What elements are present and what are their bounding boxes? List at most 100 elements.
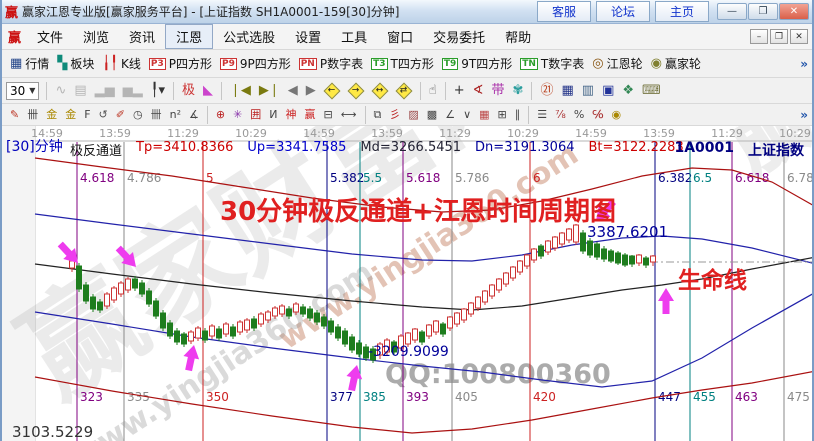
calendar-button[interactable]: ㉑: [536, 82, 557, 100]
percent-line-button[interactable]: ℅: [588, 107, 607, 123]
gold-extension-button[interactable]: 金: [61, 107, 80, 123]
v-lines-button[interactable]: ∨: [459, 107, 475, 123]
menu-item-帮助[interactable]: 帮助: [505, 31, 532, 46]
child-minimize-button[interactable]: –: [750, 29, 768, 44]
workstation-button[interactable]: ⌨: [638, 82, 665, 100]
square-grid-button[interactable]: 囲: [246, 107, 265, 123]
prev-bar-button[interactable]: ◀: [284, 82, 302, 100]
menu-item-公式选股[interactable]: 公式选股: [223, 31, 276, 46]
mini-chart3-button[interactable]: ▂▅: [91, 82, 119, 100]
percent-t-button[interactable]: ⅞: [551, 107, 570, 123]
gann-band-button[interactable]: 带: [488, 82, 509, 100]
9p-square-button[interactable]: P9 9P四方形: [216, 53, 295, 74]
menu-item-浏览[interactable]: 浏览: [83, 31, 110, 46]
fan-lines-button[interactable]: 彡: [385, 107, 404, 123]
mini-chart9-button[interactable]: ▅▂: [119, 82, 147, 100]
period-select[interactable]: 30 ▼: [6, 81, 40, 100]
menu-item-江恩[interactable]: 江恩: [165, 24, 214, 49]
angle-measure-button[interactable]: ∢: [469, 82, 488, 100]
network-button[interactable]: ❖: [618, 82, 638, 100]
last-bar-button[interactable]: ▶❘: [255, 82, 284, 100]
time-lines-button[interactable]: 卌: [147, 107, 166, 123]
home-button[interactable]: 主页: [654, 1, 709, 22]
minimize-button[interactable]: —: [717, 3, 747, 20]
parallel-lines-button[interactable]: ∥: [511, 107, 525, 123]
t-number-table-button[interactable]: TN T数字表: [516, 53, 588, 74]
toolbar-overflow-chevron[interactable]: »: [800, 56, 808, 71]
ruler-123-button[interactable]: ⊟: [320, 107, 337, 123]
signal-arrow-icon: [596, 199, 616, 221]
shen-tool-button[interactable]: 神: [282, 107, 301, 123]
percent-button[interactable]: %: [570, 107, 588, 123]
forum-button[interactable]: 论坛: [595, 1, 650, 22]
trend-wave-button[interactable]: ∿: [51, 82, 70, 100]
color-chart-button[interactable]: ◣: [199, 82, 217, 100]
spiral-tool-button[interactable]: ↺: [95, 107, 112, 123]
target-circle-button[interactable]: ⊕: [212, 107, 229, 123]
jifan-channel-button[interactable]: 极: [178, 82, 199, 100]
gann-line-bottom-label: 475: [787, 390, 810, 404]
9t-square-button[interactable]: T9 9T四方形: [438, 53, 516, 74]
p-square-button[interactable]: P3 P四方形: [145, 53, 216, 74]
customer-service-button[interactable]: 客服: [536, 1, 591, 22]
save-button[interactable]: ▣: [598, 82, 618, 100]
candle-style-button[interactable]: ╿▾: [147, 82, 169, 100]
angle-tool-button[interactable]: ∡: [185, 107, 203, 123]
swap-view-button[interactable]: ⇄: [392, 82, 416, 99]
p-number-table-button[interactable]: PN P数字表: [295, 53, 367, 74]
grid-arrow-button[interactable]: ⊞: [494, 107, 511, 123]
smart-button[interactable]: ✾: [509, 82, 528, 100]
h-measure-button[interactable]: ⟷: [337, 107, 361, 123]
grid-tool-button[interactable]: ▦: [475, 107, 493, 123]
crosshair-button[interactable]: +: [450, 82, 469, 100]
menu-item-资讯[interactable]: 资讯: [129, 31, 156, 46]
t-square-button[interactable]: T3 T四方形: [367, 53, 438, 74]
jump-right-button[interactable]: →: [344, 82, 368, 99]
child-restore-button[interactable]: ❐: [770, 29, 788, 44]
title-bar[interactable]: 赢 赢家江恩专业版[赢家服务平台] - [上证指数 SH1A0001-159[3…: [2, 0, 812, 24]
tally-lines-button[interactable]: 卌: [23, 107, 42, 123]
child-close-button[interactable]: ✕: [790, 29, 808, 44]
chart-canvas[interactable]: 赢家财富网赢家财富网www.yingjia360.comwww.yingjia3…: [2, 126, 812, 441]
pencil-tool-button[interactable]: ✎: [6, 107, 23, 123]
fibo-lines-button[interactable]: F: [80, 107, 94, 123]
n-square-button[interactable]: n²: [166, 107, 185, 123]
gann-wheel-button[interactable]: ◎ 江恩轮: [588, 53, 646, 74]
span-both-button[interactable]: ↔: [368, 82, 392, 99]
menu-item-工具[interactable]: 工具: [341, 31, 368, 46]
kline-button[interactable]: ╽╿ K线: [98, 53, 145, 74]
memo-button[interactable]: ▤: [70, 82, 90, 100]
star-grid-button[interactable]: ✳: [229, 107, 246, 123]
quotes-button[interactable]: ▦ 行情: [6, 53, 53, 74]
gold-circle-button[interactable]: ◉: [607, 107, 625, 123]
next-bar-button[interactable]: ▶: [302, 82, 320, 100]
brush-tool-button[interactable]: ✐: [112, 107, 129, 123]
angle-lines-button[interactable]: ∠: [441, 107, 459, 123]
kn-tool-button[interactable]: И: [265, 107, 281, 123]
gold-section-button[interactable]: 金: [42, 107, 61, 123]
chart-area[interactable]: 赢家财富网赢家财富网www.yingjia360.comwww.yingjia3…: [2, 126, 812, 441]
calculator-button[interactable]: ▦: [557, 82, 577, 100]
gann-square-button[interactable]: ▩: [423, 107, 441, 123]
menu-item-文件[interactable]: 文件: [37, 31, 64, 46]
ying-tool-button[interactable]: 赢: [301, 107, 320, 123]
maximize-button[interactable]: ❐: [748, 3, 778, 20]
gann-box-button[interactable]: ▨: [404, 107, 422, 123]
first-bar-button[interactable]: ❘◀: [226, 82, 255, 100]
notepad-button[interactable]: ▥: [578, 82, 598, 100]
stats-list-button[interactable]: ☰: [533, 107, 551, 123]
close-button[interactable]: ✕: [779, 3, 809, 20]
ruler-123-button-icon: ⊟: [323, 107, 333, 121]
menu-item-交易委托[interactable]: 交易委托: [433, 31, 486, 46]
jump-left-button[interactable]: ←: [320, 82, 344, 99]
winner-wheel-button[interactable]: ◉ 赢家轮: [647, 53, 705, 74]
candle-body: [433, 320, 439, 333]
hand-tool-button[interactable]: ☝: [425, 82, 441, 100]
sectors-button[interactable]: ▚ 板块: [53, 53, 98, 74]
time-circle-button[interactable]: ◷: [129, 107, 147, 123]
candle-body: [426, 324, 432, 337]
menu-item-窗口[interactable]: 窗口: [387, 31, 414, 46]
menu-item-设置[interactable]: 设置: [295, 31, 322, 46]
toolbar-overflow-chevron[interactable]: »: [800, 107, 808, 122]
box-tool-button[interactable]: ⧉: [370, 107, 386, 123]
